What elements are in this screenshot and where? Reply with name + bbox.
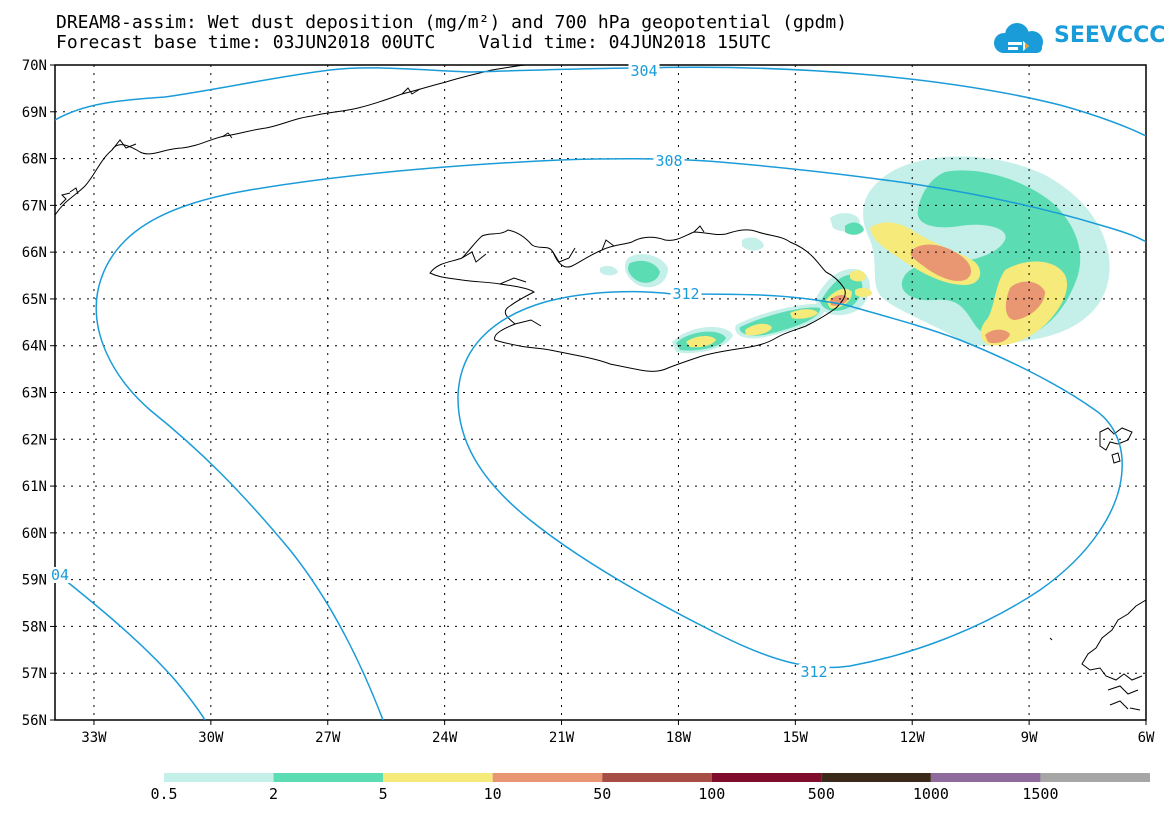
logo-wordmark: SEEVCCC: [1054, 23, 1166, 48]
contour-label-bg: [628, 63, 660, 79]
lat-label: 56N: [22, 713, 47, 729]
lon-label: 30W: [198, 730, 224, 746]
colorbar-label: 2: [269, 785, 278, 803]
lat-label: 63N: [22, 386, 47, 402]
coastlines: [55, 65, 1146, 711]
colorbar-label: 1500: [1022, 785, 1058, 803]
contour-308: [95, 157, 1146, 720]
lon-label: 6W: [1138, 730, 1155, 746]
greenland-coastline: [55, 65, 526, 216]
lat-label: 69N: [22, 105, 47, 121]
colorbar-label: 100: [698, 785, 725, 803]
cloud-logo-icon: [994, 23, 1043, 53]
lon-label: 15W: [783, 730, 809, 746]
lat-label: 64N: [22, 339, 47, 355]
colorbar-swatch: [273, 773, 384, 782]
lon-label: 12W: [900, 730, 926, 746]
contour-label: 308: [655, 152, 682, 170]
contour-labels: 304 308 312 312 04: [49, 62, 830, 681]
lat-label: 68N: [22, 152, 47, 168]
lat-label: 58N: [22, 619, 47, 635]
longitude-labels: 33W 30W 27W 24W 21W 18W 15W 12W 9W 6W: [81, 730, 1155, 746]
lon-label: 9W: [1021, 730, 1038, 746]
contour-label: 04: [51, 566, 69, 584]
dust-deposition-shading: [600, 156, 1110, 354]
colorbar-swatch: [930, 773, 1041, 782]
lat-label: 59N: [22, 573, 47, 589]
lat-label: 57N: [22, 666, 47, 682]
dust-area-10: [910, 244, 972, 281]
contour-label-bg: [49, 567, 71, 583]
contour-312: [457, 290, 1123, 669]
colorbar-label: 0.5: [150, 785, 177, 803]
colorbar: [164, 773, 1150, 782]
colorbar-swatch: [821, 773, 931, 782]
lat-label: 66N: [22, 245, 47, 261]
latitude-labels: 70N 69N 68N 67N 66N 65N 64N 63N 62N 61N 60N 59N 58N 5…: [22, 58, 47, 729]
contour-label-bg: [798, 664, 830, 680]
lon-label: 27W: [315, 730, 341, 746]
lat-label: 60N: [22, 526, 47, 542]
colorbar-swatch: [602, 773, 712, 782]
contour-label-bg: [670, 286, 702, 302]
lon-label: 21W: [549, 730, 575, 746]
map-subtitle-times: Forecast base time: 03JUN2018 00UTC Vali…: [56, 32, 772, 53]
contour-304-southwest: [55, 571, 206, 720]
colorbar-swatch: [164, 773, 274, 782]
contour-304-north: [55, 66, 1146, 137]
colorbar-label: 5: [379, 785, 388, 803]
contour-label-bg: [653, 153, 685, 169]
colorbar-label: 1000: [913, 785, 949, 803]
lon-label: 18W: [666, 730, 692, 746]
colorbar-label: 50: [593, 785, 611, 803]
lat-label: 70N: [22, 58, 47, 74]
colorbar-swatch: [383, 773, 493, 782]
contour-label: 304: [630, 62, 657, 80]
graticule-grid: [55, 65, 1146, 720]
colorbar-swatch: [1040, 773, 1150, 782]
colorbar-labels: 0.5 2 5 10 50 100 500 1000 1500: [150, 785, 1058, 803]
faroe-coastline: [1099, 427, 1133, 451]
scotland-coastline: [1081, 599, 1146, 681]
lon-label: 33W: [81, 730, 107, 746]
lat-label: 61N: [22, 479, 47, 495]
lat-label: 65N: [22, 292, 47, 308]
axis-ticks: [50, 64, 1147, 725]
contour-label: 312: [800, 663, 827, 681]
map-title: DREAM8-assim: Wet dust deposition (mg/m²…: [56, 12, 848, 33]
iceland-coastline: [429, 229, 846, 372]
colorbar-swatch: [492, 773, 603, 782]
lon-label: 24W: [432, 730, 458, 746]
geopotential-contours: [55, 66, 1146, 720]
lat-label: 62N: [22, 432, 47, 448]
colorbar-label: 10: [484, 785, 502, 803]
contour-label: 312: [672, 285, 699, 303]
colorbar-swatch: [711, 773, 822, 782]
lat-label: 67N: [22, 198, 47, 214]
colorbar-label: 500: [808, 785, 835, 803]
